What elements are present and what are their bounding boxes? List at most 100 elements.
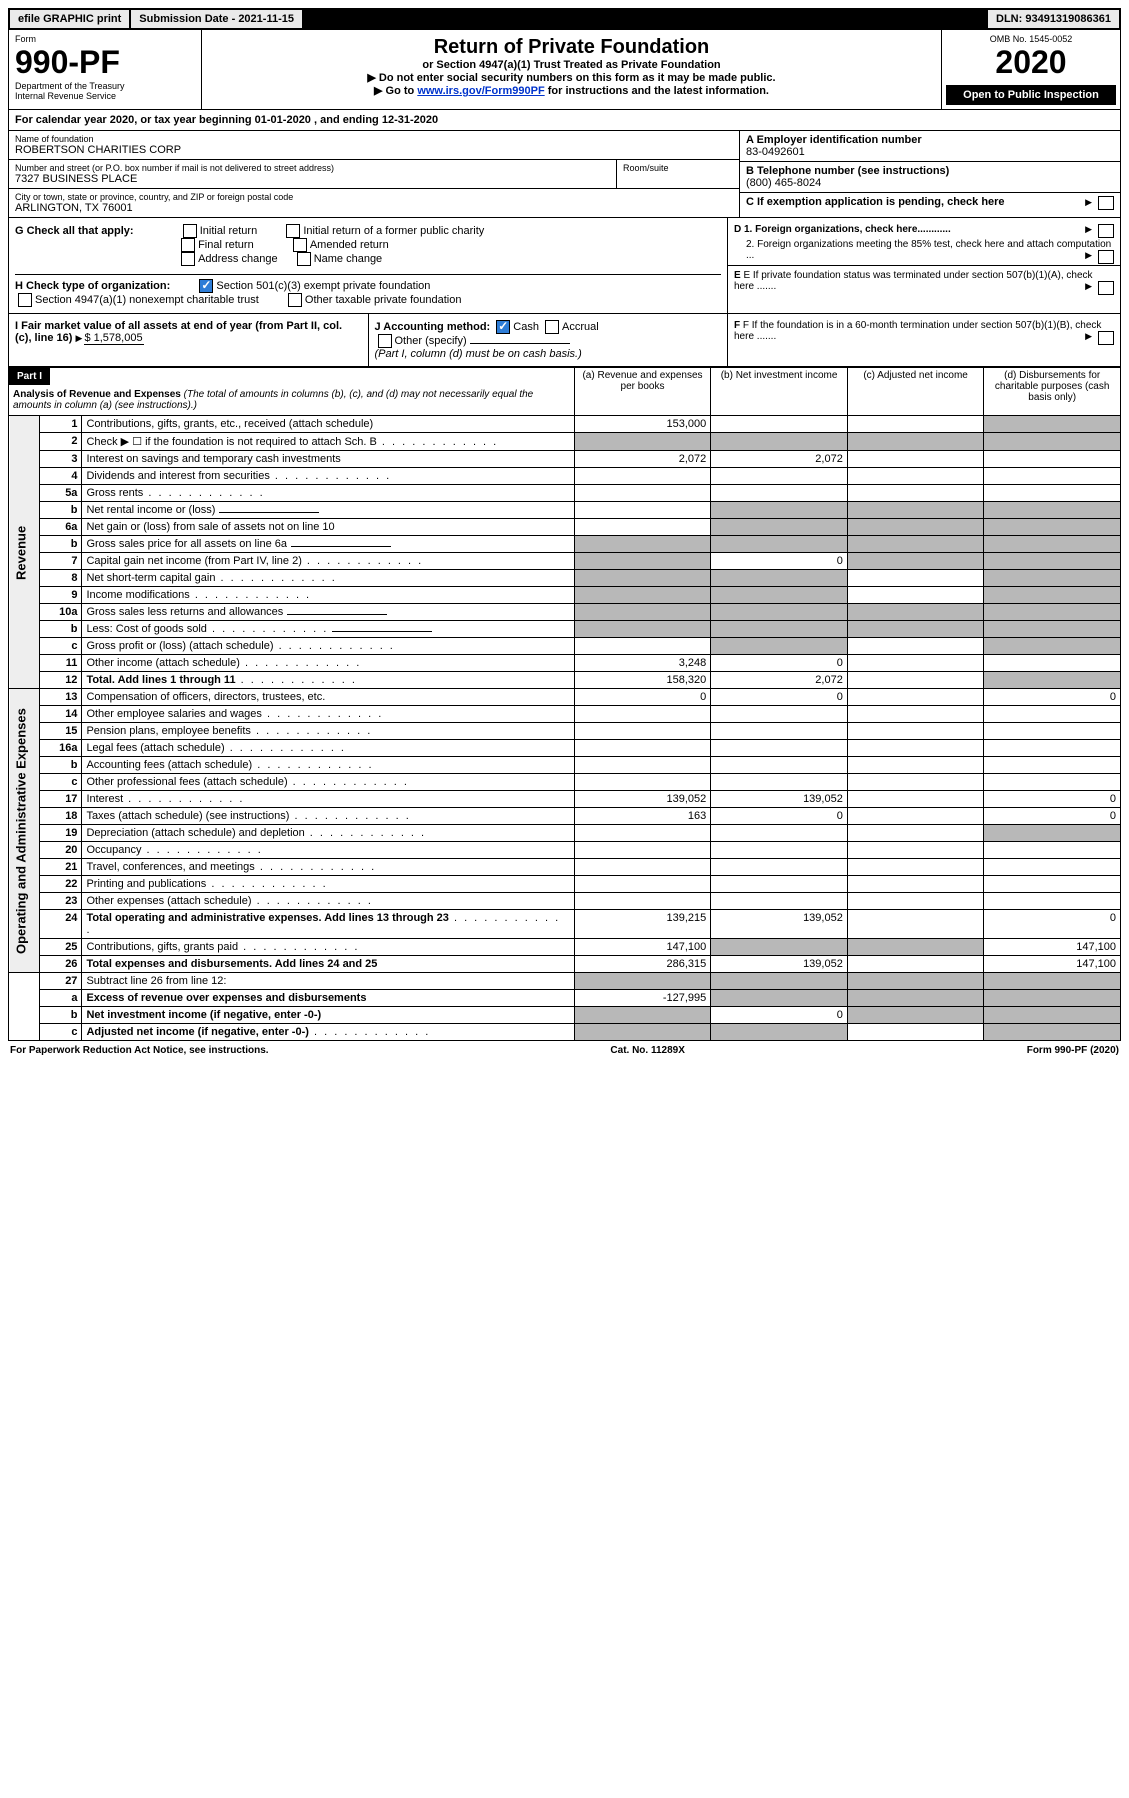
- amount-cell: [711, 536, 848, 553]
- form-label: Form: [15, 34, 195, 44]
- row-number: c: [39, 774, 81, 791]
- top-bar: efile GRAPHIC print Submission Date - 20…: [8, 8, 1121, 30]
- part1-title: Analysis of Revenue and Expenses: [13, 389, 181, 400]
- amount-cell: 147,100: [984, 939, 1121, 956]
- amount-cell: [847, 655, 984, 672]
- amount-cell: [984, 655, 1121, 672]
- row-description: Contributions, gifts, grants paid: [82, 939, 574, 956]
- cb-d1[interactable]: [1098, 224, 1114, 238]
- submission-date: Submission Date - 2021-11-15: [131, 10, 304, 28]
- cb-501c3[interactable]: [199, 279, 213, 293]
- cb-amended[interactable]: [293, 238, 307, 252]
- row-description: Gross sales less returns and allowances: [82, 604, 574, 621]
- row-description: Less: Cost of goods sold: [82, 621, 574, 638]
- row-description: Gross sales price for all assets on line…: [82, 536, 574, 553]
- room-label: Room/suite: [623, 163, 733, 173]
- opt-address: Address change: [198, 253, 278, 265]
- amount-cell: [711, 706, 848, 723]
- row-description: Contributions, gifts, grants, etc., rece…: [82, 416, 574, 433]
- opt-501c3: Section 501(c)(3) exempt private foundat…: [216, 280, 430, 292]
- foundation-name: ROBERTSON CHARITIES CORP: [15, 144, 733, 156]
- cb-name-change[interactable]: [297, 252, 311, 266]
- table-row: 24Total operating and administrative exp…: [9, 910, 1121, 939]
- d1-label: D 1. Foreign organizations, check here..…: [734, 224, 951, 235]
- form-title: Return of Private Foundation: [208, 36, 935, 59]
- cb-4947[interactable]: [18, 293, 32, 307]
- amount-cell: [574, 893, 711, 910]
- amount-cell: [574, 1024, 711, 1041]
- row-description: Excess of revenue over expenses and disb…: [82, 990, 574, 1007]
- cb-other-taxable[interactable]: [288, 293, 302, 307]
- phone-label: B Telephone number (see instructions): [746, 165, 1114, 177]
- exemption-checkbox[interactable]: [1098, 196, 1114, 210]
- amount-cell: [711, 740, 848, 757]
- row-description: Other professional fees (attach schedule…: [82, 774, 574, 791]
- row-number: 9: [39, 587, 81, 604]
- amount-cell: [574, 502, 711, 519]
- irs-label: Internal Revenue Service: [15, 91, 195, 101]
- table-row: 18Taxes (attach schedule) (see instructi…: [9, 808, 1121, 825]
- dept-label: Department of the Treasury: [15, 81, 195, 91]
- amount-cell: [847, 859, 984, 876]
- col-a-header: (a) Revenue and expenses per books: [574, 368, 711, 416]
- address: 7327 BUSINESS PLACE: [15, 173, 610, 185]
- cb-e[interactable]: [1098, 281, 1114, 295]
- amount-cell: [711, 621, 848, 638]
- cb-address-change[interactable]: [181, 252, 195, 266]
- amount-cell: [711, 723, 848, 740]
- amount-cell: [574, 774, 711, 791]
- table-row: 4Dividends and interest from securities: [9, 468, 1121, 485]
- row-number: a: [39, 990, 81, 1007]
- amount-cell: [711, 939, 848, 956]
- cb-initial-former[interactable]: [286, 224, 300, 238]
- amount-cell: [984, 416, 1121, 433]
- amount-cell: 139,215: [574, 910, 711, 939]
- amount-cell: [574, 842, 711, 859]
- amount-cell: [847, 808, 984, 825]
- row-number: 24: [39, 910, 81, 939]
- cb-final-return[interactable]: [181, 238, 195, 252]
- note-ssn: ▶ Do not enter social security numbers o…: [208, 71, 935, 84]
- table-row: bNet investment income (if negative, ent…: [9, 1007, 1121, 1024]
- amount-cell: 139,052: [711, 910, 848, 939]
- row-description: Depreciation (attach schedule) and deple…: [82, 825, 574, 842]
- cb-other-method[interactable]: [378, 334, 392, 348]
- omb-number: OMB No. 1545-0052: [946, 34, 1116, 44]
- row-description: Printing and publications: [82, 876, 574, 893]
- amount-cell: [984, 451, 1121, 468]
- row-number: 4: [39, 468, 81, 485]
- cb-d2[interactable]: [1098, 250, 1114, 264]
- cb-accrual[interactable]: [545, 320, 559, 334]
- amount-cell: [847, 1007, 984, 1024]
- amount-cell: [711, 638, 848, 655]
- amount-cell: [847, 939, 984, 956]
- table-row: 11Other income (attach schedule)3,2480: [9, 655, 1121, 672]
- table-row: 5aGross rents: [9, 485, 1121, 502]
- irs-link[interactable]: www.irs.gov/Form990PF: [417, 85, 544, 97]
- e-label: E If private foundation status was termi…: [734, 270, 1093, 292]
- col-d-header: (d) Disbursements for charitable purpose…: [984, 368, 1121, 416]
- amount-cell: [711, 842, 848, 859]
- section-label: Revenue: [9, 416, 40, 689]
- amount-cell: [984, 1007, 1121, 1024]
- part1-table: Part I Analysis of Revenue and Expenses …: [8, 367, 1121, 1041]
- row-number: 18: [39, 808, 81, 825]
- row-description: Net investment income (if negative, ente…: [82, 1007, 574, 1024]
- amount-cell: 0: [984, 808, 1121, 825]
- amount-cell: [711, 973, 848, 990]
- opt-name: Name change: [314, 253, 383, 265]
- amount-cell: [984, 757, 1121, 774]
- amount-cell: 139,052: [711, 791, 848, 808]
- amount-cell: [574, 519, 711, 536]
- amount-cell: [574, 468, 711, 485]
- info-grid: Name of foundation ROBERTSON CHARITIES C…: [8, 131, 1121, 218]
- cb-f[interactable]: [1098, 331, 1114, 345]
- cb-cash[interactable]: [496, 320, 510, 334]
- amount-cell: [984, 706, 1121, 723]
- cb-initial-return[interactable]: [183, 224, 197, 238]
- amount-cell: [984, 672, 1121, 689]
- table-row: 20Occupancy: [9, 842, 1121, 859]
- row-description: Interest on savings and temporary cash i…: [82, 451, 574, 468]
- table-row: 6aNet gain or (loss) from sale of assets…: [9, 519, 1121, 536]
- section-g-h: G Check all that apply: Initial return I…: [8, 218, 1121, 314]
